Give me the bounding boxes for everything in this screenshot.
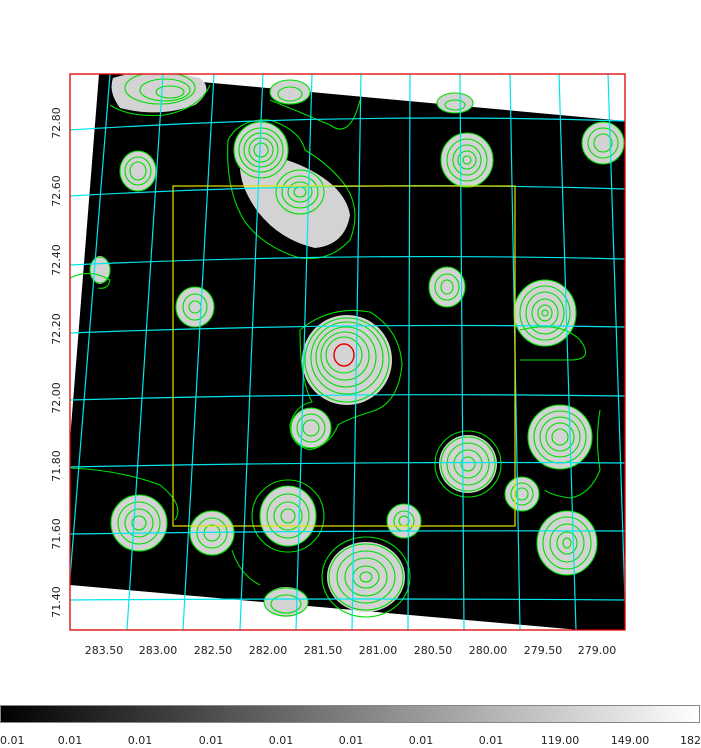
- y-axis-labels: 72.80 72.60 72.40 72.20 72.00 71.80 71.6…: [50, 107, 63, 618]
- y-tick-label: 71.80: [50, 450, 63, 482]
- colorbar-tick-label: 0.01: [339, 734, 364, 747]
- y-tick-label: 72.80: [50, 107, 63, 139]
- colorbar-tick-label: 182: [680, 734, 701, 747]
- region-box: [172, 185, 516, 527]
- x-tick-label: 281.00: [359, 644, 398, 657]
- colorbar-labels: 0.01 0.01 0.01 0.01 0.01 0.01 0.01 0.01 …: [0, 734, 701, 747]
- x-tick-label: 279.00: [578, 644, 617, 657]
- coordinate-grid: [70, 74, 625, 630]
- colorbar-tick-label: 0.01: [58, 734, 83, 747]
- plot-frame: [69, 73, 626, 631]
- contour-lines: [70, 74, 625, 618]
- x-tick-label: 282.50: [194, 644, 233, 657]
- y-tick-label: 71.40: [50, 586, 63, 618]
- y-tick-label: 72.60: [50, 175, 63, 207]
- x-tick-label: 283.50: [85, 644, 124, 657]
- colorbar-tick-label: 0.01: [0, 734, 25, 747]
- colorbar-tick-label: 149.00: [611, 734, 650, 747]
- x-tick-label: 280.50: [414, 644, 453, 657]
- x-axis-labels: 283.50 283.00 282.50 282.00 281.50 281.0…: [85, 644, 617, 657]
- colorbar-tick-label: 119.00: [541, 734, 580, 747]
- y-tick-label: 72.40: [50, 244, 63, 276]
- x-tick-label: 281.50: [304, 644, 343, 657]
- source-marker: [333, 343, 355, 367]
- y-tick-label: 72.00: [50, 382, 63, 414]
- colorbar-gradient: [0, 705, 700, 723]
- x-tick-label: 283.00: [139, 644, 178, 657]
- x-tick-label: 280.00: [469, 644, 508, 657]
- y-tick-label: 72.20: [50, 313, 63, 345]
- colorbar: [0, 705, 700, 723]
- source-contours: [89, 74, 625, 618]
- image-area: [70, 74, 625, 630]
- x-tick-label: 279.50: [524, 644, 563, 657]
- colorbar-tick-label: 0.01: [199, 734, 224, 747]
- colorbar-tick-label: 0.01: [409, 734, 434, 747]
- y-tick-label: 71.60: [50, 518, 63, 550]
- x-tick-label: 282.00: [249, 644, 288, 657]
- colorbar-tick-label: 0.01: [479, 734, 504, 747]
- colorbar-tick-label: 0.01: [128, 734, 153, 747]
- colorbar-tick-label: 0.01: [269, 734, 294, 747]
